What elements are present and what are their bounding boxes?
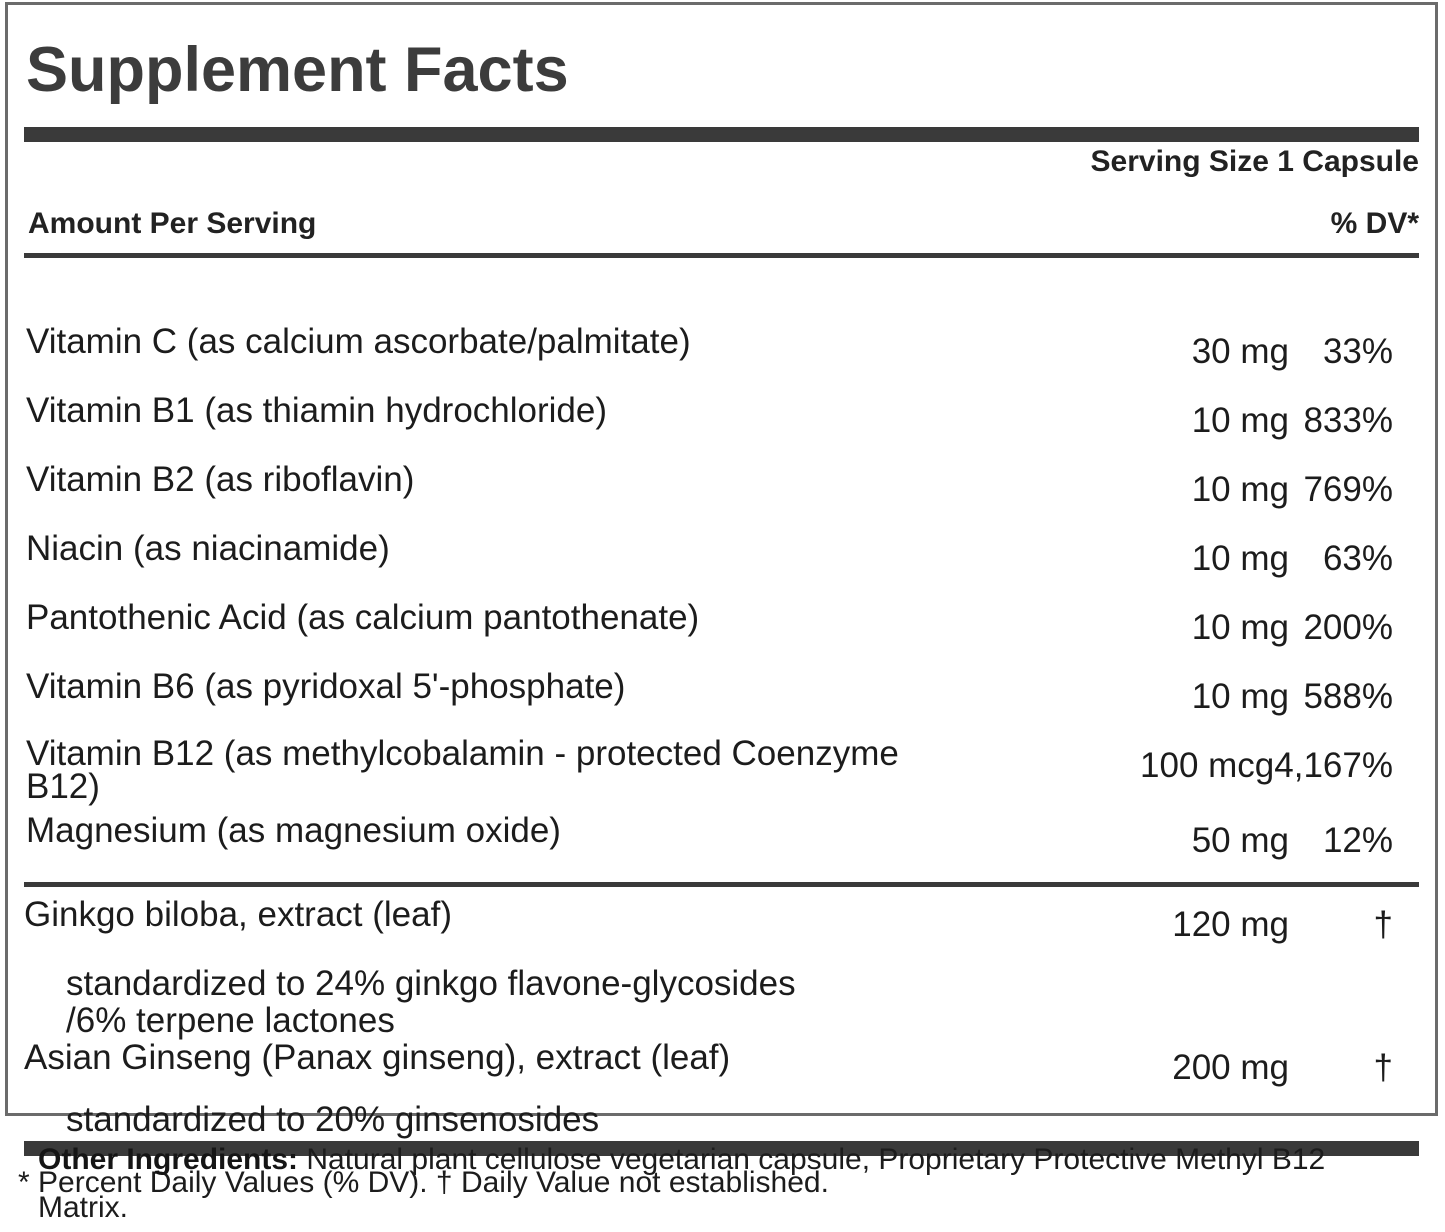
percent-dv-header: % DV* — [1330, 207, 1419, 240]
nutrient-dv: 33% — [1322, 332, 1393, 371]
table-row-vitamin-b1: Vitamin B1 (as thiamin hydrochloride) 10… — [26, 393, 1419, 438]
table-row-vitamin-b12: Vitamin B12 (as methylcobalamin - protec… — [26, 734, 1419, 806]
standardization-line: /6% terpene lactones — [66, 1001, 395, 1041]
nutrient-name: Niacin (as niacinamide) — [26, 529, 390, 568]
nutrient-dv: 769% — [1303, 470, 1393, 509]
other-ingredients-label: Other Ingredients: — [38, 1143, 299, 1176]
nutrient-amount: 120 mg — [1172, 905, 1289, 945]
nutrient-name: Asian Ginseng (Panax ginseng), extract (… — [24, 1038, 731, 1078]
nutrient-dv-dagger: † — [1373, 905, 1393, 945]
nutrient-name: Vitamin B2 (as riboflavin) — [26, 460, 415, 499]
table-row-vitamin-b2: Vitamin B2 (as riboflavin) 10 mg 769% — [26, 462, 1419, 507]
standardization-line: standardized to 24% ginkgo flavone-glyco… — [66, 964, 796, 1004]
panel-title: Supplement Facts — [26, 35, 569, 105]
amount-per-serving-header: Amount Per Serving — [28, 207, 317, 240]
table-row-asian-ginseng: Asian Ginseng (Panax ginseng), extract (… — [24, 1040, 1419, 1085]
nutrient-name: Vitamin B12 (as methylcobalamin - protec… — [26, 734, 899, 806]
table-row-pantothenic-acid: Pantothenic Acid (as calcium pantothenat… — [26, 600, 1419, 645]
nutrient-name: Vitamin B6 (as pyridoxal 5'-phosphate) — [26, 667, 626, 706]
nutrient-name: Vitamin C (as calcium ascorbate/palmitat… — [26, 322, 691, 361]
nutrient-amount: 50 mg — [1191, 821, 1289, 861]
nutrient-name: Pantothenic Acid (as calcium pantothenat… — [26, 598, 700, 637]
nutrient-dv: 4,167% — [1274, 746, 1393, 785]
table-row-ginkgo-biloba: Ginkgo biloba, extract (leaf) 120 mg † — [24, 897, 1419, 942]
ginseng-standardization: standardized to 20% ginsenosides — [64, 1101, 1419, 1138]
nutrient-amount: 30 mg — [1191, 332, 1289, 371]
column-headers: Amount Per Serving % DV* — [24, 207, 1419, 240]
other-ingredients-text: Natural plant cellulose vegetarian capsu… — [38, 1143, 1326, 1224]
standardization-line: standardized to 20% ginsenosides — [66, 1100, 600, 1140]
table-row-vitamin-b6: Vitamin B6 (as pyridoxal 5'-phosphate) 1… — [26, 669, 1419, 714]
table-row-magnesium: Magnesium (as magnesium oxide) 50 mg 12% — [26, 813, 1419, 858]
nutrient-amount: 10 mg — [1191, 401, 1289, 440]
footnote: * Percent Daily Values (% DV). † Daily V… — [18, 1166, 829, 1200]
nutrient-amount: 10 mg — [1191, 470, 1289, 509]
nutrient-dv: 588% — [1303, 677, 1393, 716]
nutrient-amount: 10 mg — [1191, 539, 1289, 578]
nutrient-name: Magnesium (as magnesium oxide) — [26, 811, 561, 851]
nutrient-name: Vitamin B1 (as thiamin hydrochloride) — [26, 391, 608, 430]
divider-thick-top — [24, 127, 1419, 142]
nutrient-amount: 10 mg — [1191, 677, 1289, 716]
nutrient-dv: 200% — [1303, 608, 1393, 647]
table-row-vitamin-c: Vitamin C (as calcium ascorbate/palmitat… — [26, 324, 1419, 369]
divider-thick-bottom — [24, 1141, 1419, 1157]
ginkgo-standardization: standardized to 24% ginkgo flavone-glyco… — [64, 965, 1419, 1039]
other-ingredients-paragraph: Other Ingredients: Natural plant cellulo… — [38, 1136, 1410, 1232]
divider-under-headers — [24, 253, 1419, 258]
nutrient-amount: 100 mcg — [1140, 746, 1275, 785]
nutrient-amount: 200 mg — [1172, 1048, 1289, 1088]
table-row-niacin: Niacin (as niacinamide) 10 mg 63% — [26, 531, 1419, 576]
nutrient-rows: Vitamin C (as calcium ascorbate/palmitat… — [24, 324, 1419, 858]
nutrient-dv-dagger: † — [1373, 1048, 1393, 1088]
supplement-facts-panel: Supplement Facts Serving Size 1 Capsule … — [5, 2, 1438, 1199]
nutrient-dv: 63% — [1322, 539, 1393, 578]
divider-mid — [24, 882, 1419, 888]
nutrient-amount: 10 mg — [1191, 608, 1289, 647]
nutrient-dv: 833% — [1303, 401, 1393, 440]
nutrient-name: Ginkgo biloba, extract (leaf) — [24, 895, 452, 935]
serving-size: Serving Size 1 Capsule — [1090, 145, 1419, 178]
nutrient-dv: 12% — [1322, 821, 1393, 861]
